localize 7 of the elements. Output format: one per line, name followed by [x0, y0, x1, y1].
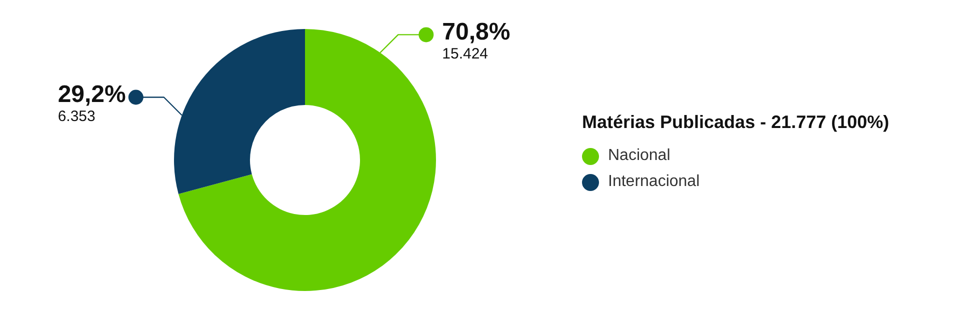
- data-label: 15.424: [442, 45, 488, 62]
- data-label: 6.353: [58, 108, 96, 125]
- text: 70,8%: [442, 18, 510, 46]
- text: 29,2%: [58, 80, 126, 108]
- legend-title: Matérias Publicadas - 21.777 (100%): [582, 112, 890, 133]
- legend-label: Nacional: [608, 147, 670, 165]
- legend-label: Internacional: [608, 173, 700, 191]
